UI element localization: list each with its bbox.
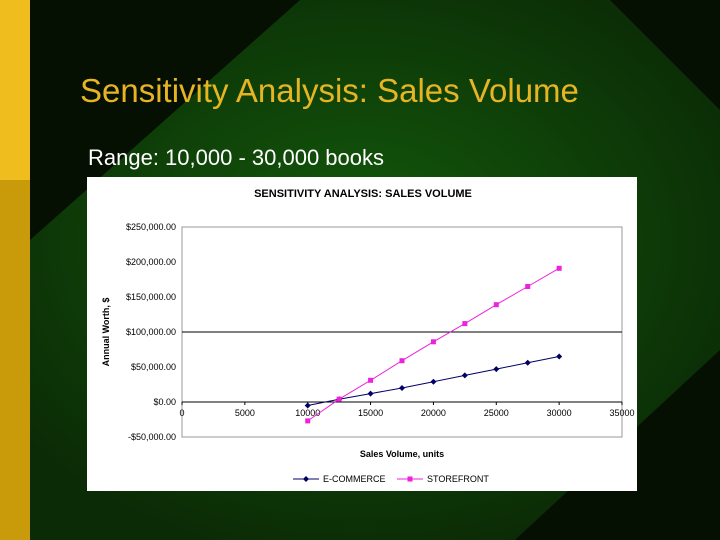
y-tick-label: $0.00 [153, 397, 176, 407]
legend-marker-storefront [407, 476, 413, 482]
x-axis-ticks: 0 5000 10000 15000 20000 25000 30000 35000 [179, 402, 635, 418]
point-e-commerce [461, 372, 468, 379]
point-storefront [493, 302, 499, 308]
y-tick-label: $100,000.00 [126, 327, 176, 337]
point-storefront [556, 265, 562, 271]
x-axis-label: Sales Volume, units [360, 449, 444, 459]
slide-title: Sensitivity Analysis: Sales Volume [80, 72, 579, 109]
chart-title: SENSITIVITY ANALYSIS: SALES VOLUME [254, 188, 472, 200]
slide-subtitle: Range: 10,000 - 30,000 books [88, 145, 385, 170]
gold-band-left-highlight [0, 0, 30, 180]
y-tick-label: -$50,000.00 [128, 432, 176, 442]
legend-marker-ecommerce [303, 476, 309, 482]
point-e-commerce [399, 385, 405, 391]
series-e-commerce [304, 353, 563, 409]
y-tick-label: $200,000.00 [126, 257, 176, 267]
point-e-commerce [304, 402, 311, 409]
point-storefront [399, 358, 405, 364]
y-tick-label: $50,000.00 [131, 362, 176, 372]
point-storefront [305, 418, 311, 424]
point-storefront [430, 339, 436, 345]
x-tick-label: 20000 [421, 408, 446, 418]
legend-label-ecommerce: E-COMMERCE [323, 474, 386, 484]
point-storefront [368, 377, 374, 383]
y-tick-label: $150,000.00 [126, 292, 176, 302]
y-tick-label: $250,000.00 [126, 222, 176, 232]
x-tick-label: 5000 [235, 408, 255, 418]
chart-panel: SENSITIVITY ANALYSIS: SALES VOLUME -$50,… [87, 177, 637, 491]
series-layer [304, 265, 563, 424]
x-tick-label: 30000 [547, 408, 572, 418]
point-storefront [525, 284, 531, 289]
x-tick-label: 0 [179, 408, 184, 418]
point-e-commerce [367, 390, 374, 397]
point-storefront [462, 321, 468, 327]
gridlines [182, 331, 622, 403]
corner-triangle-top-right [610, 0, 720, 110]
point-e-commerce [556, 353, 563, 360]
legend: E-COMMERCE STOREFRONT [293, 474, 489, 484]
x-tick-label: 35000 [609, 408, 634, 418]
series-storefront [305, 265, 562, 424]
legend-label-storefront: STOREFRONT [427, 474, 489, 484]
y-axis-label: Annual Worth, $ [101, 298, 111, 367]
x-tick-label: 15000 [358, 408, 383, 418]
y-axis-ticks: -$50,000.00 $0.00 $50,000.00 $100,000.00 $15… [126, 222, 176, 442]
sensitivity-chart: SENSITIVITY ANALYSIS: SALES VOLUME -$50,… [101, 188, 635, 484]
point-storefront [336, 396, 342, 402]
point-e-commerce [493, 366, 500, 373]
x-tick-label: 25000 [484, 408, 509, 418]
point-e-commerce [524, 359, 531, 366]
x-tick-label: 10000 [295, 408, 320, 418]
point-e-commerce [430, 378, 437, 385]
